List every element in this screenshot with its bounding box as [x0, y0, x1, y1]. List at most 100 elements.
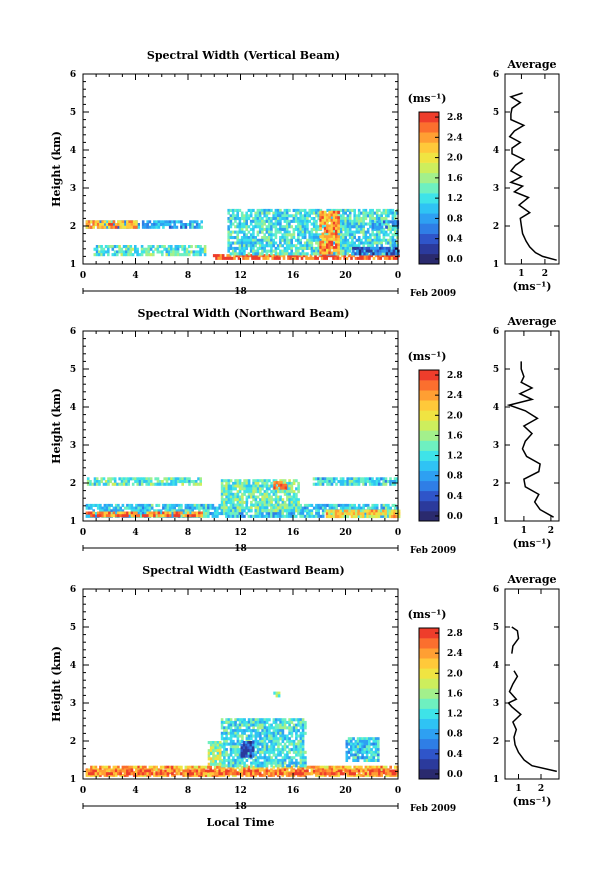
heatmap-cell	[321, 514, 325, 518]
heatmap-cell	[342, 249, 345, 253]
heatmap-cell	[267, 219, 271, 223]
heatmap-cell	[223, 753, 226, 757]
heatmap-cell	[231, 214, 235, 218]
heatmap-cell	[326, 224, 329, 228]
heatmap-cell	[277, 487, 280, 491]
heatmap-cell	[189, 769, 192, 773]
heatmap-cell	[127, 250, 130, 254]
heatmap-cell	[236, 503, 240, 507]
heatmap-cell	[175, 225, 179, 229]
heatmap-cell	[181, 480, 184, 484]
heatmap-panel-0	[85, 208, 400, 260]
heatmap-cell	[283, 758, 287, 762]
heatmap-cell	[261, 720, 264, 724]
heatmap-cell	[275, 691, 279, 695]
heatmap-cell	[274, 509, 278, 513]
heatmap-cell	[107, 250, 110, 254]
heatmap-cell	[243, 484, 246, 488]
heatmap-cell	[216, 509, 219, 513]
colorbar-tick-label: 1.2	[447, 710, 463, 720]
heatmap-cell	[299, 233, 302, 237]
heatmap-cell	[268, 729, 271, 733]
heatmap-cell	[380, 225, 384, 229]
heatmap-cell	[195, 503, 199, 507]
average-x-tick-label: 2	[542, 269, 548, 279]
colorbar-swatch	[419, 768, 439, 780]
heatmap-cell	[110, 509, 113, 513]
heatmap-cell	[335, 218, 338, 222]
heatmap-cell	[167, 250, 171, 254]
heatmap-cell	[225, 503, 228, 507]
heatmap-cell	[393, 765, 397, 769]
x-tick-label: 12	[234, 271, 247, 281]
heatmap-cell	[238, 758, 242, 762]
heatmap-cell	[272, 211, 275, 215]
heatmap-cell	[344, 230, 347, 234]
heatmap-cell	[281, 238, 284, 242]
heatmap-cell	[337, 233, 341, 237]
heatmap-cell	[297, 512, 300, 516]
heatmap-cell	[234, 230, 237, 234]
heatmap-cell	[98, 250, 101, 254]
heatmap-cell	[315, 512, 318, 516]
heatmap-cell	[365, 254, 369, 258]
heatmap-cell	[326, 482, 329, 486]
heatmap-cell	[109, 245, 112, 249]
heatmap-cell	[85, 503, 89, 507]
colorbar-swatch	[419, 233, 439, 244]
heatmap-cell	[234, 492, 237, 496]
heatmap-cell	[256, 723, 260, 727]
heatmap-cell	[252, 249, 255, 253]
heatmap-cell	[317, 236, 320, 240]
heatmap-cell	[370, 512, 374, 516]
heatmap-cell	[328, 248, 331, 252]
heatmap-cell	[299, 219, 302, 223]
heatmap-cell	[125, 250, 128, 254]
heatmap-cell	[346, 241, 350, 245]
heatmap-cell	[257, 256, 261, 260]
heatmap-cell	[346, 233, 350, 237]
heatmap-cell	[317, 506, 320, 510]
heatmap-cell	[364, 208, 368, 212]
heatmap-cell	[371, 482, 374, 486]
heatmap-cell	[362, 233, 365, 237]
heatmap-cell	[330, 237, 334, 241]
heatmap-cell	[388, 509, 392, 513]
heatmap-cell	[227, 718, 231, 722]
heatmap-cell	[319, 772, 323, 776]
heatmap-cell	[263, 214, 266, 218]
heatmap-cell	[225, 481, 228, 485]
heatmap-cell	[301, 246, 305, 250]
heatmap-cell	[290, 729, 294, 733]
heatmap-cell	[366, 477, 370, 481]
heatmap-cell	[277, 761, 280, 765]
heatmap-cell	[139, 509, 143, 513]
heatmap-cell	[344, 769, 347, 773]
heatmap-cell	[384, 477, 388, 481]
heatmap-cell	[337, 208, 341, 212]
heatmap-cell	[303, 230, 307, 234]
heatmap-cell	[252, 219, 255, 223]
heatmap-cell	[220, 726, 224, 730]
heatmap-cell	[96, 503, 100, 507]
heatmap-cell	[85, 220, 89, 224]
heatmap-cell	[299, 718, 303, 722]
heatmap-cell	[127, 253, 130, 257]
heatmap-cell	[344, 244, 347, 248]
heatmap-cell	[174, 477, 178, 481]
heatmap-cell	[261, 509, 264, 513]
heatmap-cell	[272, 244, 275, 248]
heatmap-cell	[342, 506, 345, 510]
heatmap-cell	[326, 227, 329, 231]
heatmap-cell	[137, 223, 140, 227]
heatmap-cell	[193, 511, 197, 515]
heatmap-cell	[326, 251, 329, 255]
heatmap-cell	[261, 773, 264, 777]
heatmap-cell	[391, 211, 395, 215]
heatmap-cell	[344, 211, 347, 215]
heatmap-cell	[297, 225, 300, 229]
heatmap-cell	[261, 739, 264, 743]
colorbar-tick-label: 2.0	[447, 669, 463, 679]
heatmap-cell	[114, 512, 118, 516]
heatmap-cell	[267, 230, 271, 234]
